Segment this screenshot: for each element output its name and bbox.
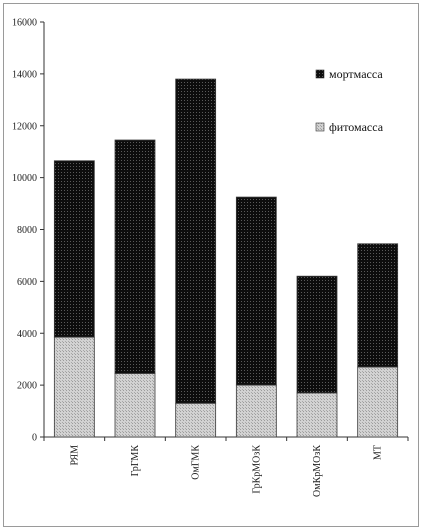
bar-segment bbox=[296, 392, 338, 438]
bar-segment bbox=[114, 139, 156, 374]
bar-segment bbox=[235, 384, 277, 438]
bar-segment bbox=[175, 78, 217, 404]
bar-segment bbox=[296, 275, 338, 394]
bar-segment bbox=[114, 373, 156, 438]
bar-segment bbox=[235, 196, 277, 386]
bar-segment bbox=[357, 243, 399, 368]
legend-swatch bbox=[315, 69, 325, 79]
x-tick-label: МТ bbox=[373, 445, 384, 460]
legend-label: мортмасса bbox=[329, 67, 383, 81]
bar-segment bbox=[53, 160, 95, 338]
y-tick-label: 6000 bbox=[17, 277, 37, 288]
bar-segment bbox=[357, 366, 399, 438]
y-tick-label: 10000 bbox=[12, 173, 37, 184]
legend-swatch bbox=[315, 122, 325, 132]
x-tick-label: ГрГМК bbox=[130, 445, 141, 477]
y-tick-label: 0 bbox=[32, 433, 37, 444]
y-tick-label: 4000 bbox=[17, 329, 37, 340]
x-tick-label: ГрКрМОзК bbox=[251, 445, 262, 494]
bar-segment bbox=[53, 336, 95, 438]
x-tick-label: ОмКрМОзК bbox=[312, 445, 323, 497]
x-tick-label: РЯМ bbox=[69, 445, 80, 466]
y-tick-label: 2000 bbox=[17, 381, 37, 392]
y-tick-label: 14000 bbox=[12, 69, 37, 80]
legend-label: фитомасса bbox=[329, 120, 384, 134]
y-tick-label: 8000 bbox=[17, 225, 37, 236]
x-tick-label: ОмГМК bbox=[191, 445, 202, 480]
y-tick-label: 12000 bbox=[12, 121, 37, 132]
bar-segment bbox=[175, 402, 217, 438]
y-tick-label: 16000 bbox=[12, 18, 37, 29]
